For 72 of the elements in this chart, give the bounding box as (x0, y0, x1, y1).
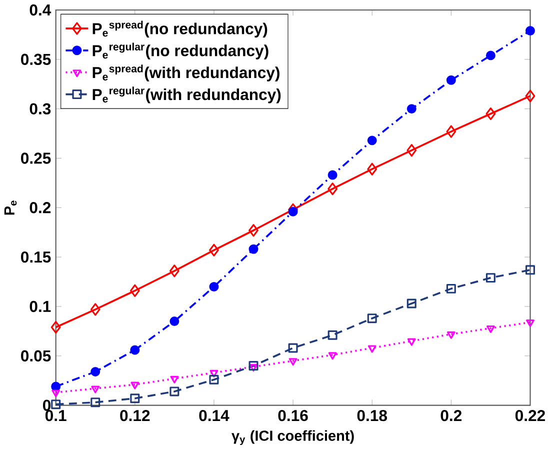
point (130, 382, 140, 390)
point (525, 90, 536, 102)
x-tick-label: 0.18 (357, 410, 387, 422)
point (248, 361, 258, 371)
point (328, 352, 337, 360)
point (209, 282, 219, 292)
point (328, 182, 338, 196)
point (91, 386, 100, 394)
point (169, 264, 180, 278)
point (486, 108, 496, 120)
x-tick-label: 0.16 (278, 410, 308, 422)
point (130, 345, 140, 355)
point (50, 321, 61, 334)
point (446, 284, 456, 294)
y-tick-label: 0.05 (21, 350, 51, 362)
point (249, 364, 258, 372)
point (446, 332, 456, 340)
point (446, 76, 456, 86)
point (368, 345, 376, 353)
y-tick-label: 0.4 (30, 4, 52, 16)
y-tick-label: 0.15 (21, 252, 51, 263)
point (367, 162, 378, 176)
x-tick-label: 0.12 (120, 410, 150, 422)
point (367, 314, 377, 324)
point (130, 394, 140, 404)
point (406, 298, 416, 308)
point (525, 265, 535, 275)
point (90, 303, 100, 316)
y-tick-label: 0.25 (21, 152, 51, 164)
point (52, 390, 60, 398)
y-tick-label: 0.35 (21, 54, 51, 66)
x-tick-label: 0.2 (440, 410, 462, 422)
legend-label: P$_{e}$$^{regular}$(no redundancy) (92, 42, 268, 60)
point (170, 316, 180, 326)
point (407, 338, 416, 346)
point (406, 104, 416, 114)
y-tick-label: 0 (43, 400, 51, 412)
point (486, 326, 495, 334)
point (130, 284, 140, 298)
point (288, 358, 298, 366)
point (209, 244, 219, 257)
x-tick-label: 0.14 (199, 410, 230, 422)
point (486, 50, 496, 60)
point (209, 375, 219, 385)
point (288, 207, 298, 216)
legend-label: P$_{e}$$^{regular}$(with redundancy) (92, 86, 281, 104)
x-tick-label: 0.22 (515, 410, 545, 422)
point (170, 376, 179, 384)
point (288, 343, 298, 353)
point (526, 320, 534, 328)
point (328, 330, 338, 340)
x-tick-label: 0.1 (45, 410, 66, 422)
point (248, 224, 258, 237)
point (446, 125, 456, 138)
point (90, 398, 100, 408)
x-axis-title: γ$_{y}$ (ICI coefficient) (232, 430, 354, 446)
y-tick-label: 0.2 (30, 202, 51, 214)
point (90, 367, 100, 377)
point (248, 244, 258, 254)
legend-label: P$_{e}$$^{spread}$(with redundancy) (92, 64, 280, 82)
y-axis-title: P$_{e}$ (4, 200, 17, 215)
point (210, 370, 218, 378)
point (170, 386, 180, 396)
point (406, 144, 417, 157)
point (367, 136, 377, 146)
y-tick-label: 0.3 (30, 103, 51, 115)
y-tick-label: 0.1 (30, 301, 51, 312)
point (51, 400, 61, 410)
point (525, 26, 535, 36)
point (486, 273, 496, 283)
legend-label: P$_{e}$$^{spread}$(no redundancy) (92, 20, 268, 38)
point (328, 170, 338, 180)
